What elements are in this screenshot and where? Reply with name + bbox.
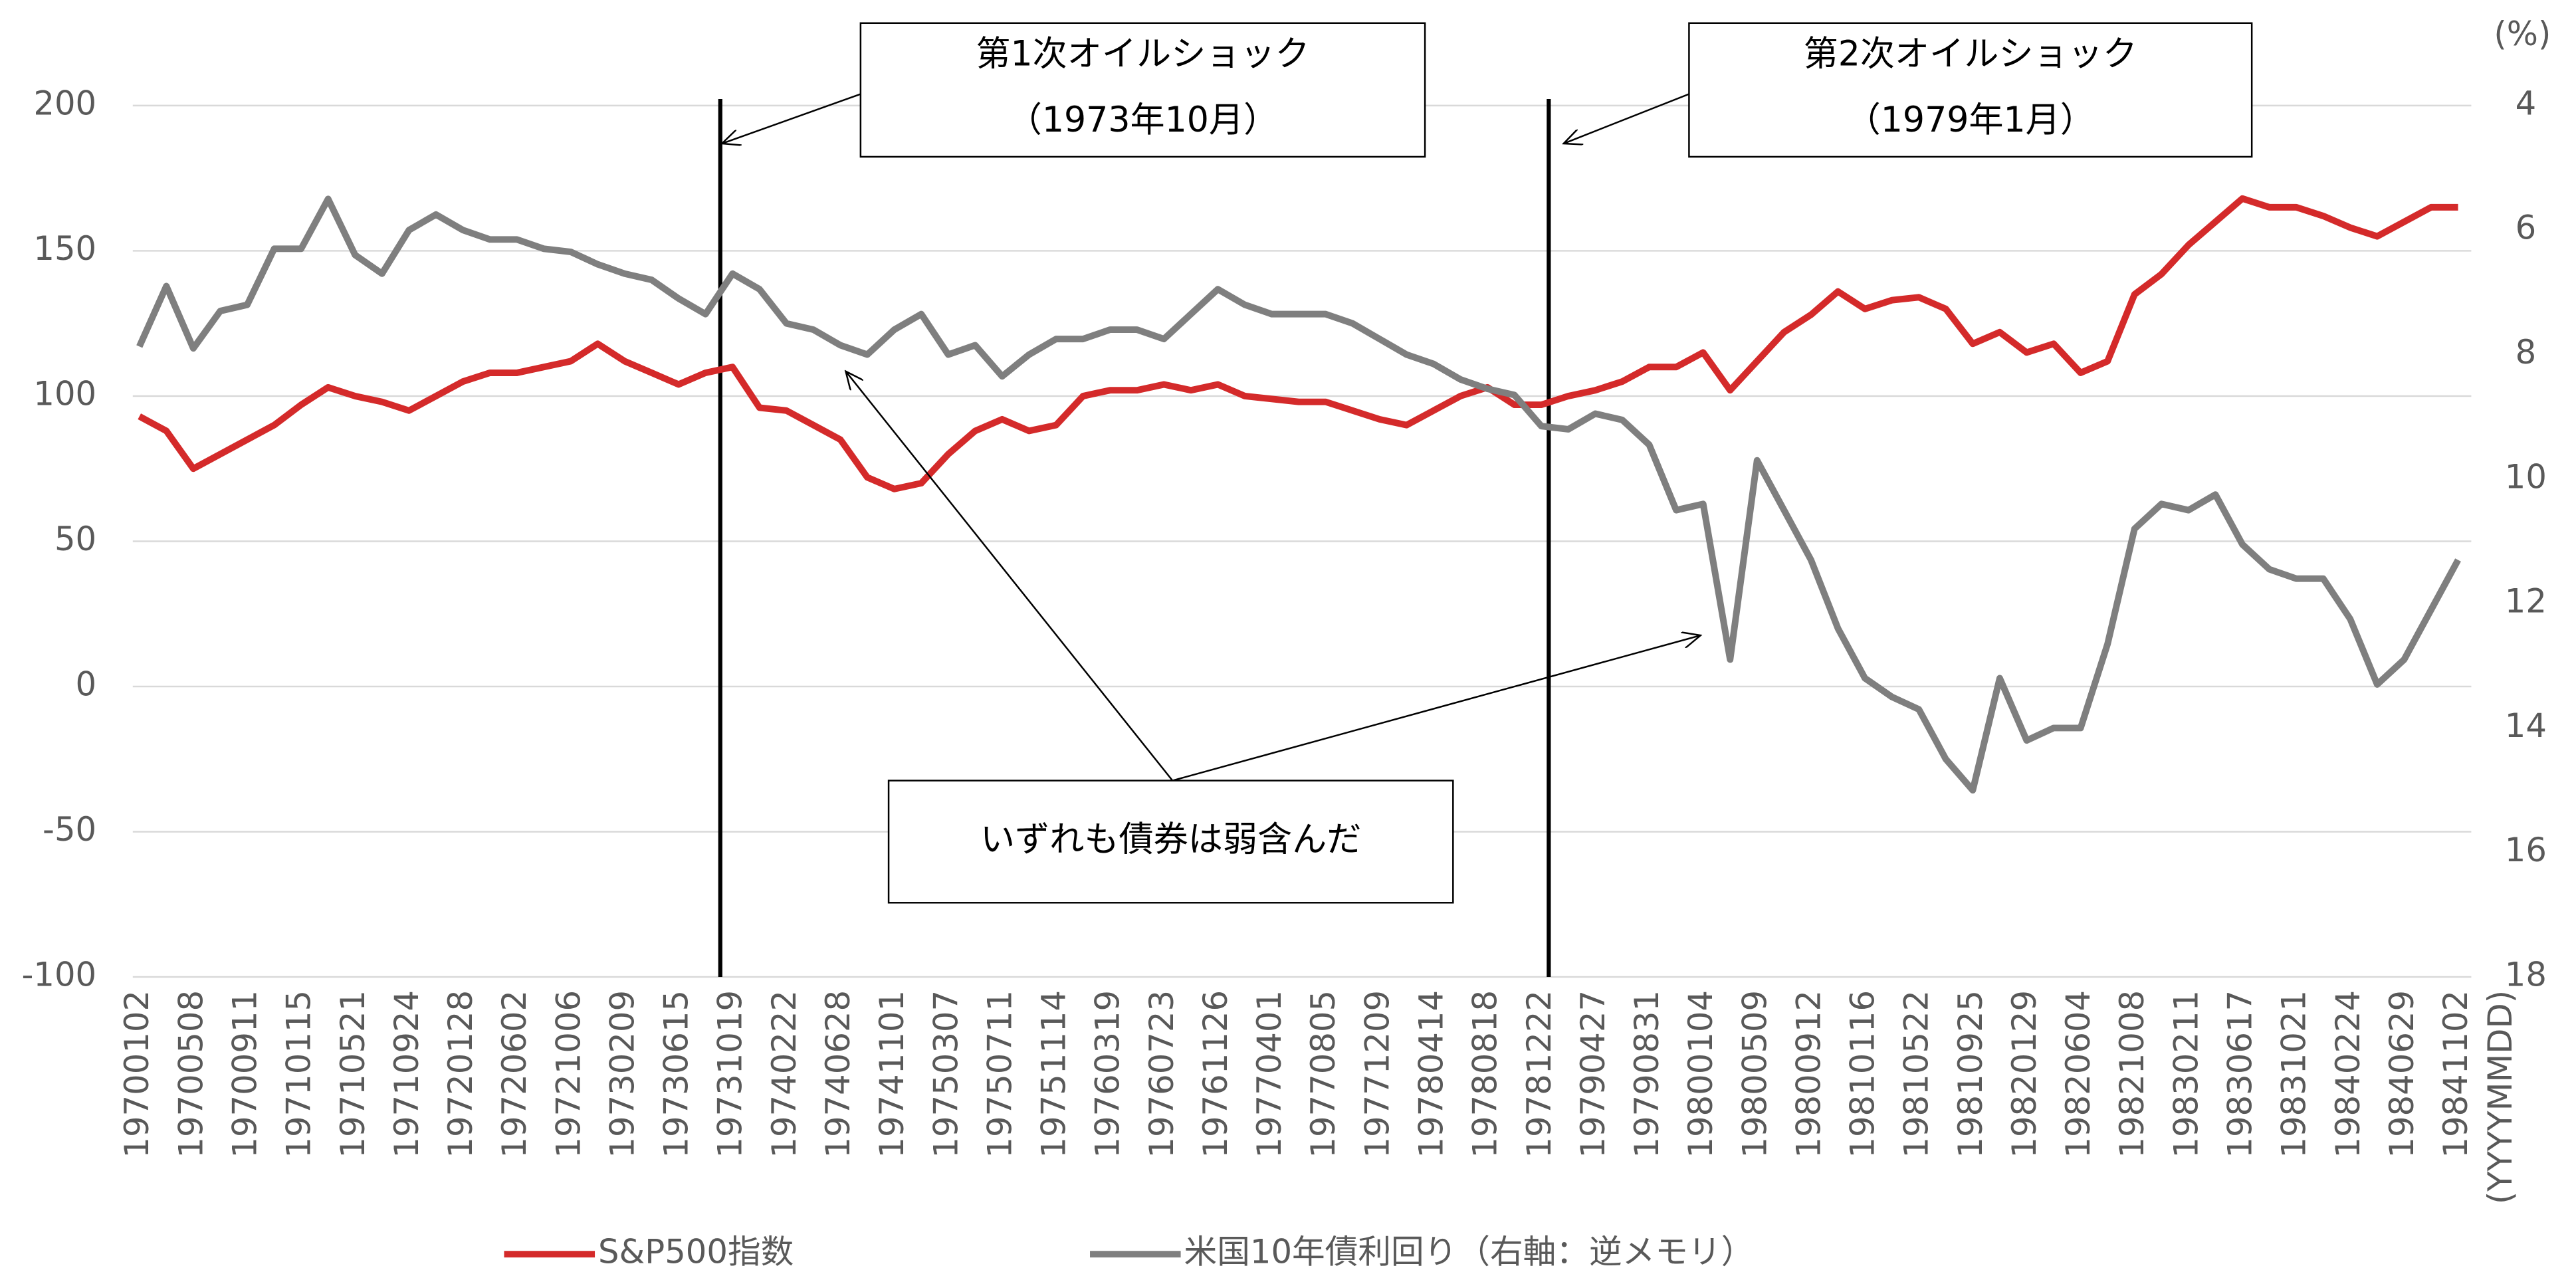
annotation: 第2次オイルショック （1979年1月） <box>1564 22 2253 158</box>
y2-tick-label: 18 <box>2505 956 2547 994</box>
x-tick-label: 19820604 <box>2059 990 2097 1158</box>
annotation-arrow <box>1564 93 1689 144</box>
y-tick-label: 100 <box>33 374 96 413</box>
annotation-box <box>1688 22 2253 158</box>
x-tick-label: 19800104 <box>1681 990 1720 1158</box>
annotation-text: （1979年1月） <box>1846 100 2095 140</box>
x-tick-label: 19770401 <box>1250 990 1289 1158</box>
x-tick-label: 19780818 <box>1466 990 1505 1158</box>
x-tick-label: 19800912 <box>1789 990 1828 1158</box>
x-tick-label: 19740222 <box>765 990 804 1158</box>
x-tick-label: 19821008 <box>2113 990 2151 1158</box>
annotation: いずれも債券は弱含んだ <box>846 372 1701 904</box>
x-tick-label: 19760319 <box>1089 990 1127 1158</box>
x-tick-label: 19780414 <box>1412 990 1450 1158</box>
x-tick-label: 19750711 <box>980 990 1019 1158</box>
x-tick-label: 19841102 <box>2436 990 2475 1158</box>
x-tick-label: 19710115 <box>280 990 318 1158</box>
x-tick-label: 19770805 <box>1304 990 1342 1158</box>
y-tick-label: -50 <box>43 810 96 849</box>
y2-tick-label: 16 <box>2505 831 2547 869</box>
y2-tick-label: 12 <box>2505 582 2547 621</box>
x-tick-label: 19790427 <box>1574 990 1612 1158</box>
y2-axis-label: (%) <box>2494 15 2551 53</box>
x-tick-label: 19820129 <box>2005 990 2044 1158</box>
x-tick-label: 19800509 <box>1735 990 1774 1158</box>
y2-tick-label: 14 <box>2505 706 2547 745</box>
x-axis-label: (YYYYMMDD) <box>2481 990 2520 1204</box>
y2-tick-label: 8 <box>2516 333 2537 372</box>
x-tick-label: 19750307 <box>926 990 965 1158</box>
x-tick-label: 19830211 <box>2167 990 2205 1158</box>
annotation-text: 第1次オイルショック <box>976 34 1309 74</box>
x-tick-label: 19831021 <box>2275 990 2313 1158</box>
y2-tick-label: 10 <box>2505 457 2547 496</box>
annotation-text: 第2次オイルショック <box>1804 34 2137 74</box>
annotation-box <box>859 22 1426 158</box>
x-tick-label: 19740628 <box>819 990 857 1158</box>
x-tick-label: 19710924 <box>387 990 426 1158</box>
x-tick-label: 19751114 <box>1035 990 1073 1158</box>
x-tick-label: 19760723 <box>1142 990 1181 1158</box>
annotation-box <box>887 780 1454 904</box>
x-tick-label: 19771209 <box>1358 990 1396 1158</box>
annotation-text: （1973年10月） <box>1008 100 1278 140</box>
annotation-arrow <box>722 93 861 144</box>
annotation: 第1次オイルショック （1973年10月） <box>722 22 1426 158</box>
x-tick-label: 19810116 <box>1844 990 1882 1158</box>
x-tick-label: 19700508 <box>171 990 210 1158</box>
series-line <box>138 195 2458 492</box>
x-tick-label: 19830617 <box>2221 990 2260 1158</box>
x-tick-label: 19810522 <box>1897 990 1936 1158</box>
x-tick-label: 19781222 <box>1520 990 1558 1158</box>
y-tick-label: 200 <box>33 84 96 122</box>
annotation-arrow <box>846 372 1174 782</box>
x-tick-label: 19810925 <box>1951 990 1990 1158</box>
legend-label: S&P500指数 <box>598 1233 794 1271</box>
x-tick-label: 19700102 <box>118 990 156 1158</box>
annotation-text: いずれも債券は弱含んだ <box>980 819 1361 859</box>
y-tick-label: 50 <box>54 520 96 558</box>
y-tick-label: 150 <box>33 229 96 268</box>
x-tick-label: 19790831 <box>1628 990 1666 1158</box>
x-tick-label: 19730209 <box>603 990 641 1158</box>
x-tick-label: 19721006 <box>549 990 588 1158</box>
x-tick-label: 19731019 <box>711 990 750 1158</box>
legend-item: S&P500指数 <box>504 1233 794 1271</box>
legend-item: 米国10年債利回り（右軸：逆メモリ） <box>1090 1233 1754 1271</box>
y-tick-label: -100 <box>21 956 96 994</box>
legend-label: 米国10年債利回り（右軸：逆メモリ） <box>1184 1233 1755 1271</box>
y2-tick-label: 4 <box>2516 84 2537 122</box>
annotation-arrow <box>1172 635 1701 782</box>
x-tick-label: 19730615 <box>657 990 696 1158</box>
x-tick-label: 19741101 <box>873 990 911 1158</box>
x-tick-label: 19761126 <box>1196 990 1235 1158</box>
x-tick-label: 19700911 <box>225 990 264 1158</box>
series-line <box>136 195 2461 794</box>
x-tick-label: 19720128 <box>441 990 480 1158</box>
x-tick-label: 19840224 <box>2329 990 2367 1158</box>
y2-tick-label: 6 <box>2516 209 2537 247</box>
y-tick-label: 0 <box>76 665 97 703</box>
x-tick-label: 19710521 <box>334 990 372 1158</box>
x-tick-label: 19720602 <box>495 990 534 1158</box>
x-tick-label: 19840629 <box>2383 990 2421 1158</box>
